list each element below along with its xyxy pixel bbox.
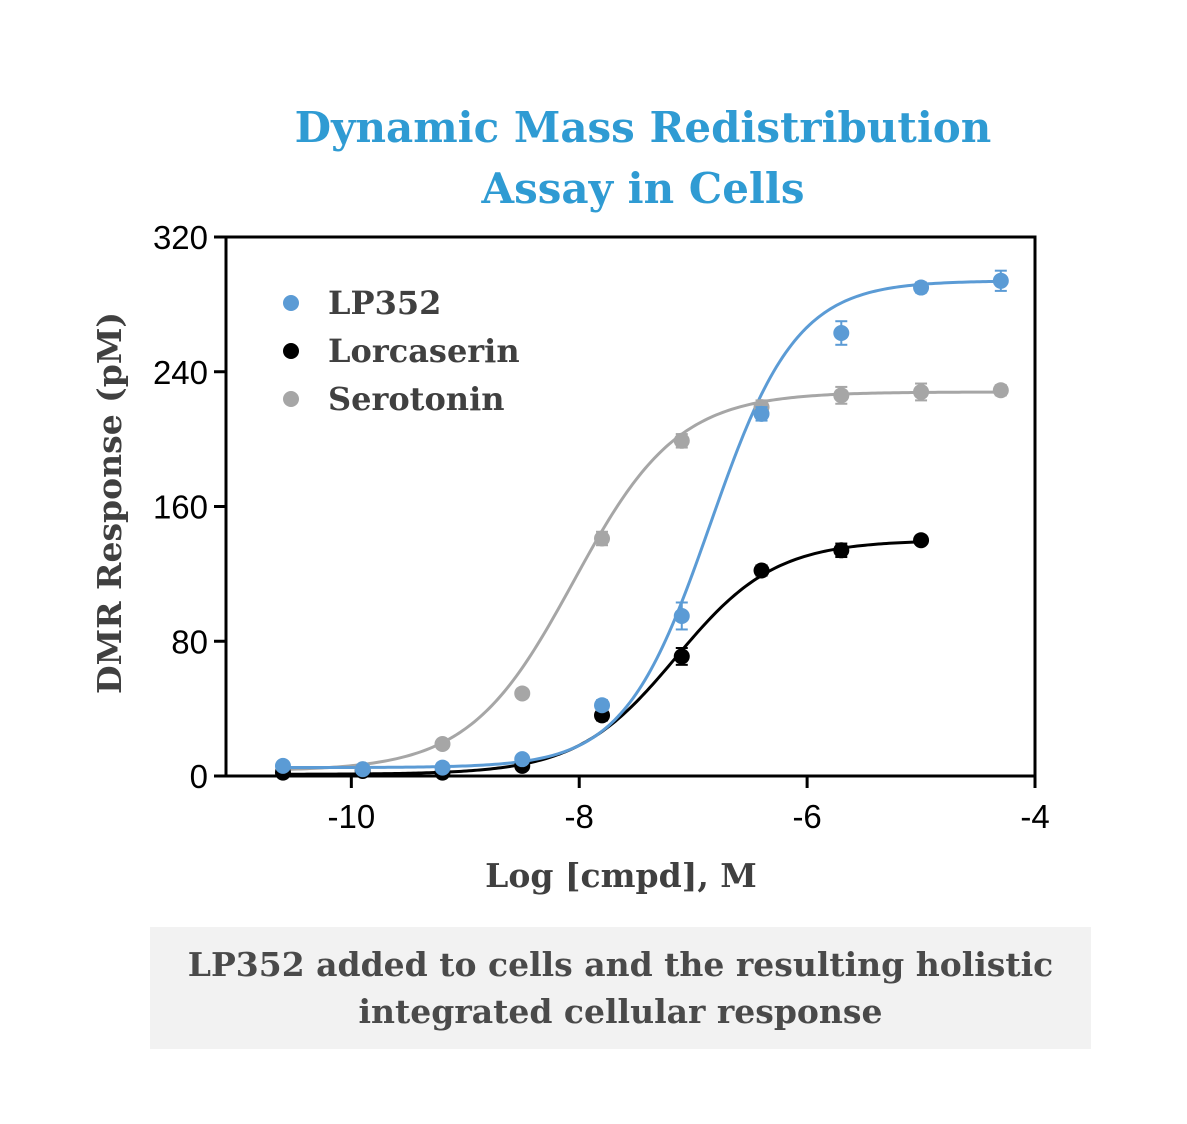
legend-marker-lp352: [283, 295, 299, 311]
caption-box: LP352 added to cells and the resulting h…: [150, 927, 1091, 1049]
data-point-lp352: [992, 272, 1009, 289]
data-point-lp352: [833, 325, 850, 342]
y-tick-label: 80: [171, 623, 208, 660]
x-tick-label: -8: [565, 798, 594, 835]
data-point-lp352: [913, 279, 930, 296]
legend-label-lp352: LP352: [328, 284, 441, 322]
y-axis: 0 80 160 240 320: [153, 219, 226, 795]
y-tick-label: 240: [153, 354, 208, 391]
legend: LP352 Lorcaserin Serotonin: [283, 284, 520, 418]
data-point-lp352: [274, 757, 291, 774]
data-point-lorcaserin: [913, 532, 930, 549]
data-point-lp352: [753, 405, 770, 422]
legend-marker-lorcaserin: [283, 343, 299, 359]
caption-line-1: LP352 added to cells and the resulting h…: [187, 945, 1054, 984]
x-tick-label: -10: [327, 798, 375, 835]
data-point-serotonin: [434, 735, 451, 752]
fit-curves: [282, 279, 1001, 776]
caption-line-2: integrated cellular response: [358, 992, 883, 1031]
data-point-serotonin: [913, 383, 930, 400]
y-tick-label: 160: [153, 489, 208, 526]
legend-marker-serotonin: [283, 391, 299, 407]
data-point-lp352: [514, 751, 531, 768]
legend-label-serotonin: Serotonin: [328, 380, 504, 418]
chart-title-line-1: Dynamic Mass Redistribution: [295, 103, 992, 152]
y-axis-title: DMR Response (pM): [90, 312, 129, 694]
data-point-serotonin: [594, 530, 611, 547]
data-point-serotonin: [992, 382, 1009, 399]
fit-curve-lorcaserin: [282, 540, 922, 776]
data-point-serotonin: [514, 685, 531, 702]
fit-curve-serotonin: [282, 390, 1001, 772]
data-point-serotonin: [833, 387, 850, 404]
data-point-lp352: [354, 761, 371, 778]
x-tick-label: -6: [792, 798, 821, 835]
data-point-lorcaserin: [833, 542, 850, 559]
x-axis-title: Log [cmpd], M: [485, 856, 757, 895]
data-point-lp352: [434, 759, 451, 776]
chart-title-line-2: Assay in Cells: [481, 164, 805, 213]
data-points: [274, 269, 1009, 781]
x-axis: -10 -8 -6 -4: [327, 776, 1050, 835]
data-point-lp352: [673, 607, 690, 624]
fit-curve-lp352: [282, 279, 1001, 770]
data-point-serotonin: [673, 432, 690, 449]
data-point-lorcaserin: [673, 648, 690, 665]
legend-label-lorcaserin: Lorcaserin: [328, 332, 520, 370]
data-point-lorcaserin: [753, 562, 770, 579]
data-point-lp352: [594, 697, 611, 714]
y-tick-label: 320: [153, 219, 208, 256]
x-tick-label: -4: [1020, 798, 1049, 835]
y-tick-label: 0: [190, 758, 208, 795]
